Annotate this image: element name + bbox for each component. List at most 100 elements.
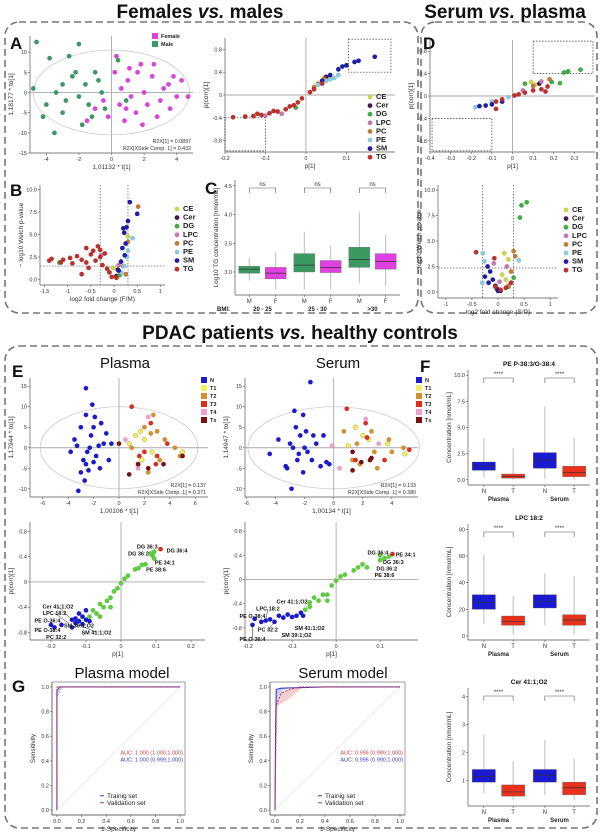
- data-point: [505, 256, 511, 262]
- x-tick-label: -0.3: [446, 156, 455, 162]
- x-tick-label: 0.1: [376, 644, 384, 650]
- data-point: [499, 272, 505, 278]
- data-point: [300, 613, 306, 619]
- label-leader: [265, 608, 269, 621]
- data-point: [113, 53, 119, 59]
- legend-label: TG: [572, 265, 583, 274]
- data-point: [135, 461, 141, 467]
- legend-marker: [174, 258, 180, 263]
- data-point: [121, 263, 127, 269]
- significance-bracket: [483, 377, 514, 383]
- threshold-box: [224, 117, 266, 152]
- x-axis-label: 1,01132 * t[1]: [92, 164, 130, 171]
- point-label: PE O-38:4: [35, 628, 62, 634]
- x-tick-label: 1: [549, 302, 552, 308]
- data-point: [118, 259, 124, 265]
- auc-label: AUC: 1.000 (0.999;1.000): [120, 758, 183, 764]
- data-point: [135, 204, 141, 210]
- data-point: [180, 453, 186, 459]
- data-point: [83, 259, 89, 265]
- y-tick-label: -0.4: [18, 605, 27, 611]
- data-point: [389, 449, 395, 455]
- y-axis-label: − log10 Welch p-value: [416, 209, 423, 274]
- y-tick-label: 4.5: [224, 184, 232, 190]
- data-point: [324, 592, 330, 598]
- legend-label: T1: [425, 386, 431, 392]
- data-point: [250, 113, 256, 119]
- data-point: [123, 98, 129, 104]
- data-point: [372, 54, 378, 60]
- data-point: [75, 488, 81, 494]
- data-point: [125, 573, 131, 579]
- data-point: [106, 269, 112, 275]
- data-point: [499, 96, 505, 102]
- data-point: [321, 432, 327, 438]
- significance-bracket: [544, 377, 575, 383]
- data-point: [93, 610, 99, 616]
- data-point: [122, 437, 128, 443]
- data-point: [262, 113, 268, 119]
- data-point: [166, 81, 172, 87]
- data-point: [95, 77, 101, 83]
- point-label: SM 41:1;O2: [82, 630, 112, 636]
- data-point: [85, 467, 91, 473]
- box: [501, 473, 525, 479]
- data-point: [267, 616, 273, 622]
- data-point: [136, 453, 142, 459]
- legend-marker: [367, 103, 373, 108]
- data-point: [73, 69, 79, 75]
- auc-label: AUC: 1.000 (1.000;1.000): [120, 751, 183, 757]
- legend-label: PE: [376, 135, 386, 144]
- auc-label: AUC: 0.996 (0.990;1.000): [340, 758, 403, 764]
- data-point: [59, 622, 65, 628]
- legend-label: DG: [572, 222, 583, 231]
- group-label: Plasma: [488, 652, 510, 658]
- x-tick-label: 0: [511, 156, 514, 162]
- data-point: [350, 449, 356, 455]
- data-point: [473, 249, 479, 255]
- x-tick-label: 0: [113, 289, 116, 295]
- y-tick-label: 10: [236, 405, 242, 411]
- data-point: [344, 406, 350, 412]
- box: [293, 253, 315, 273]
- x-tick-label: 4: [175, 157, 178, 163]
- data-point: [80, 457, 86, 463]
- data-point: [138, 428, 144, 434]
- data-point: [125, 77, 131, 83]
- legend-label: SM: [376, 144, 387, 153]
- y-tick-label: -15: [19, 151, 27, 157]
- data-point: [267, 110, 273, 116]
- x-tick-label: -2: [302, 501, 307, 507]
- x-tick-label: 0.0: [53, 819, 61, 825]
- data-point: [518, 202, 524, 208]
- data-point: [497, 279, 503, 285]
- data-point: [254, 111, 260, 117]
- y-tick-label: -5: [237, 466, 242, 472]
- roc-curve: [56, 686, 181, 811]
- data-point: [358, 459, 364, 465]
- data-point: [126, 441, 132, 447]
- y-tick-label: 3: [462, 723, 465, 729]
- y-tick-label: 3.5: [224, 241, 232, 247]
- legend-swatch: [416, 385, 422, 391]
- group-label: Serum: [550, 818, 569, 824]
- panel-label-c: C: [205, 179, 217, 198]
- box-label: M: [247, 299, 252, 305]
- data-point: [530, 83, 536, 89]
- y-tick-label: 20: [459, 607, 465, 613]
- data-point: [135, 69, 141, 75]
- x-tick-label: 1: [159, 289, 162, 295]
- data-point: [133, 110, 139, 116]
- data-point: [295, 99, 301, 105]
- x-tick-label: -6: [40, 501, 45, 507]
- box: [562, 781, 586, 795]
- data-point: [88, 432, 94, 438]
- data-point: [307, 89, 313, 95]
- legend-label: Validation set: [107, 800, 146, 807]
- significance-label: ****: [494, 690, 504, 696]
- x-tick-label: 1.0: [176, 819, 184, 825]
- x-tick-label: -2: [91, 501, 96, 507]
- y-tick-label: -5: [22, 466, 27, 472]
